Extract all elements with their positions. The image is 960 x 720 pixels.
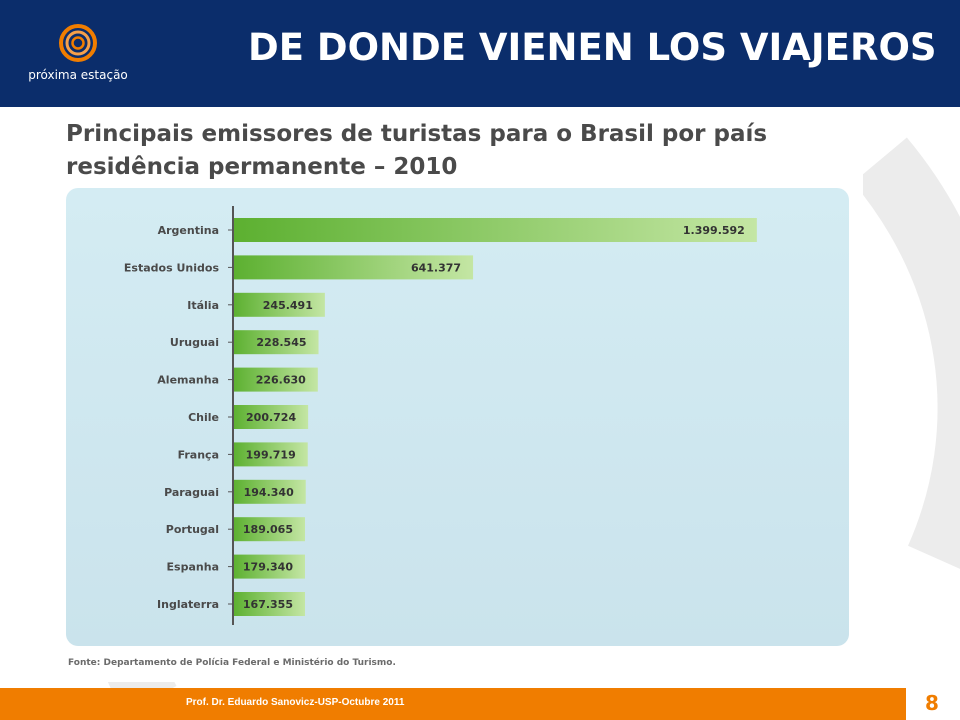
value-label-9: 179.340: [243, 561, 293, 574]
bar-chart: Argentina 1.399.592 Estados Unidos 641.377 I…: [124, 206, 757, 625]
category-label-7: Paraguai: [164, 486, 219, 499]
bar-0: [233, 218, 757, 242]
category-label-9: Espanha: [167, 561, 219, 574]
logo-text: próxima estação: [28, 68, 128, 82]
category-label-3: Uruguai: [170, 336, 219, 349]
value-label-6: 199.719: [246, 448, 296, 461]
bar-9: [233, 554, 305, 579]
slide-footer: Prof. Dr. Eduardo Sanovicz-USP-Octubre 2…: [0, 688, 906, 720]
value-label-2: 245.491: [263, 299, 313, 312]
chart-source: Fonte: Departamento de Polícia Federal e…: [68, 658, 396, 668]
page-number: 8: [925, 691, 939, 715]
category-label-0: Argentina: [158, 224, 219, 237]
bar-8: [233, 517, 305, 542]
category-label-8: Portugal: [166, 523, 219, 536]
bar-6: [233, 442, 308, 467]
chart-panel: Argentina 1.399.592 Estados Unidos 641.377 I…: [66, 188, 849, 646]
logo-rings-icon: [59, 24, 97, 62]
value-label-1: 641.377: [411, 261, 461, 274]
bar-10: [233, 592, 305, 616]
category-label-2: Itália: [187, 299, 219, 312]
slide-header: próxima estação DE DONDE VIENEN LOS VIAJ…: [0, 0, 960, 107]
category-label-1: Estados Unidos: [124, 261, 220, 274]
value-label-10: 167.355: [243, 598, 293, 611]
bar-3: [233, 330, 319, 355]
bar-5: [233, 405, 309, 429]
chart-figure: Principais emissores de turistas para o …: [54, 112, 863, 682]
slide-title: DE DONDE VIENEN LOS VIAJEROS: [248, 26, 937, 69]
value-label-7: 194.340: [244, 486, 294, 499]
bar-2: [233, 292, 325, 317]
category-label-4: Alemanha: [157, 374, 219, 387]
footer-text: Prof. Dr. Eduardo Sanovicz-USP-Octubre 2…: [186, 697, 405, 708]
bar-1: [233, 255, 474, 280]
value-label-4: 226.630: [256, 374, 306, 387]
bar-7: [233, 479, 306, 504]
bar-4: [233, 367, 318, 392]
category-label-6: França: [178, 448, 219, 461]
value-label-8: 189.065: [243, 523, 293, 536]
logo: próxima estação: [18, 18, 138, 88]
category-label-5: Chile: [188, 411, 219, 424]
value-label-3: 228.545: [256, 336, 306, 349]
category-label-10: Inglaterra: [157, 598, 219, 611]
value-label-5: 200.724: [246, 411, 296, 424]
chart-title: Principais emissores de turistas para o …: [66, 121, 768, 180]
value-label-0: 1.399.592: [683, 224, 745, 237]
